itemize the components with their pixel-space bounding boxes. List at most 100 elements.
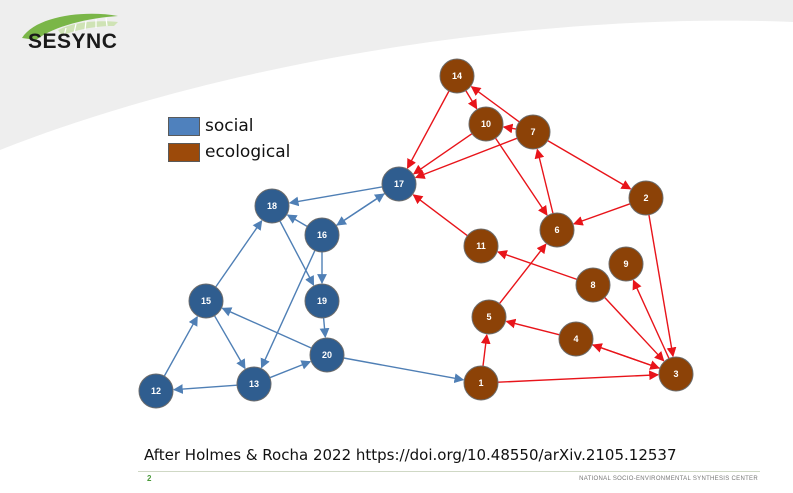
edge-11-to-17 [412,194,468,237]
node-circle-5 [471,299,507,335]
node-circle-2 [628,180,664,216]
node-19: 19 [304,283,340,319]
edge-20-to-1 [343,357,465,384]
node-15: 15 [188,283,224,319]
edge-8-to-3 [604,296,665,362]
node-label-7: 7 [530,127,535,137]
node-5: 5 [471,299,507,335]
edge-15-to-13 [213,315,246,370]
header-swoosh [0,0,793,150]
node-label-18: 18 [267,201,277,211]
node-2: 2 [628,180,664,216]
edge-1-to-5 [480,333,491,367]
legend-swatch-social [168,116,200,136]
node-12: 12 [138,373,174,409]
node-label-8: 8 [590,280,595,290]
edge-19-to-20 [319,317,330,339]
edge-3-to-9 [632,279,670,359]
node-circle-12 [138,373,174,409]
legend-item-ecological: ecological [168,139,290,165]
node-1: 1 [463,365,499,401]
node-circle-20 [309,337,345,373]
edge-7-to-10 [502,123,517,134]
node-label-13: 13 [249,379,259,389]
node-label-12: 12 [151,386,161,396]
node-circle-7 [515,114,551,150]
node-label-16: 16 [317,230,327,240]
node-label-3: 3 [673,369,678,379]
edge-8-to-11 [497,250,578,281]
node-circle-11 [463,228,499,264]
legend-label-ecological: ecological [205,142,291,162]
node-label-19: 19 [317,296,327,306]
edge-15-to-18 [215,219,263,288]
edge-17-to-18 [288,186,383,207]
node-label-11: 11 [476,241,486,251]
legend-swatch-ecological [168,142,200,162]
node-label-1: 1 [478,378,483,388]
edge-2-to-6 [572,203,631,226]
node-label-4: 4 [573,334,578,344]
edges-layer [163,86,677,394]
edge-13-to-12 [173,384,238,394]
node-4: 4 [558,321,594,357]
edge-14-to-10 [465,90,478,110]
edge-12-to-15 [163,315,198,377]
logo-text: SESYNC [28,30,118,53]
node-label-17: 17 [394,179,404,189]
node-18: 18 [254,188,290,224]
node-circle-3 [658,356,694,392]
node-circle-19 [304,283,340,319]
node-9: 9 [608,246,644,282]
node-label-10: 10 [481,119,491,129]
edge-7-to-17 [414,137,518,179]
node-circle-18 [254,188,290,224]
legend: social ecological [168,113,290,165]
node-label-2: 2 [643,193,648,203]
edge-14-to-17 [406,90,450,169]
edge-20-to-15 [221,307,312,349]
node-label-20: 20 [322,350,332,360]
edge-1-to-3 [497,370,659,383]
legend-label-social: social [205,116,254,136]
node-label-15: 15 [201,296,211,306]
node-10: 10 [468,106,504,142]
node-circle-4 [558,321,594,357]
edge-5-to-6 [498,243,547,305]
node-circle-10 [468,106,504,142]
node-20: 20 [309,337,345,373]
edge-10-to-17 [412,133,473,175]
node-circle-17 [381,166,417,202]
edge-10-to-6 [494,137,548,216]
node-circle-6 [539,212,575,248]
node-7: 7 [515,114,551,150]
node-3: 3 [658,356,694,392]
node-label-6: 6 [554,225,559,235]
page-number: 2 [147,474,152,483]
edge-13-to-20 [269,360,312,379]
footer-organization: NATIONAL SOCIO-ENVIRONMENTAL SYNTHESIS C… [579,476,758,482]
node-13: 13 [236,366,272,402]
node-label-9: 9 [623,259,628,269]
edge-7-to-2 [547,139,632,190]
edge-7-to-14 [470,86,520,123]
edge-16-to-13 [260,250,316,369]
footer-divider [138,471,760,472]
sesync-logo-icon [22,13,118,40]
citation: After Holmes & Rocha 2022 https://doi.or… [144,446,677,464]
node-17: 17 [381,166,417,202]
legend-item-social: social [168,113,290,139]
node-circle-1 [463,365,499,401]
edge-16-to-18 [286,214,308,228]
node-circle-9 [608,246,644,282]
node-circle-8 [575,267,611,303]
node-circle-15 [188,283,224,319]
edge-17-to-16 [336,192,386,226]
edge-6-to-7 [534,148,554,214]
node-label-5: 5 [486,312,491,322]
node-circle-13 [236,366,272,402]
node-8: 8 [575,267,611,303]
edge-18-to-19 [279,220,315,286]
